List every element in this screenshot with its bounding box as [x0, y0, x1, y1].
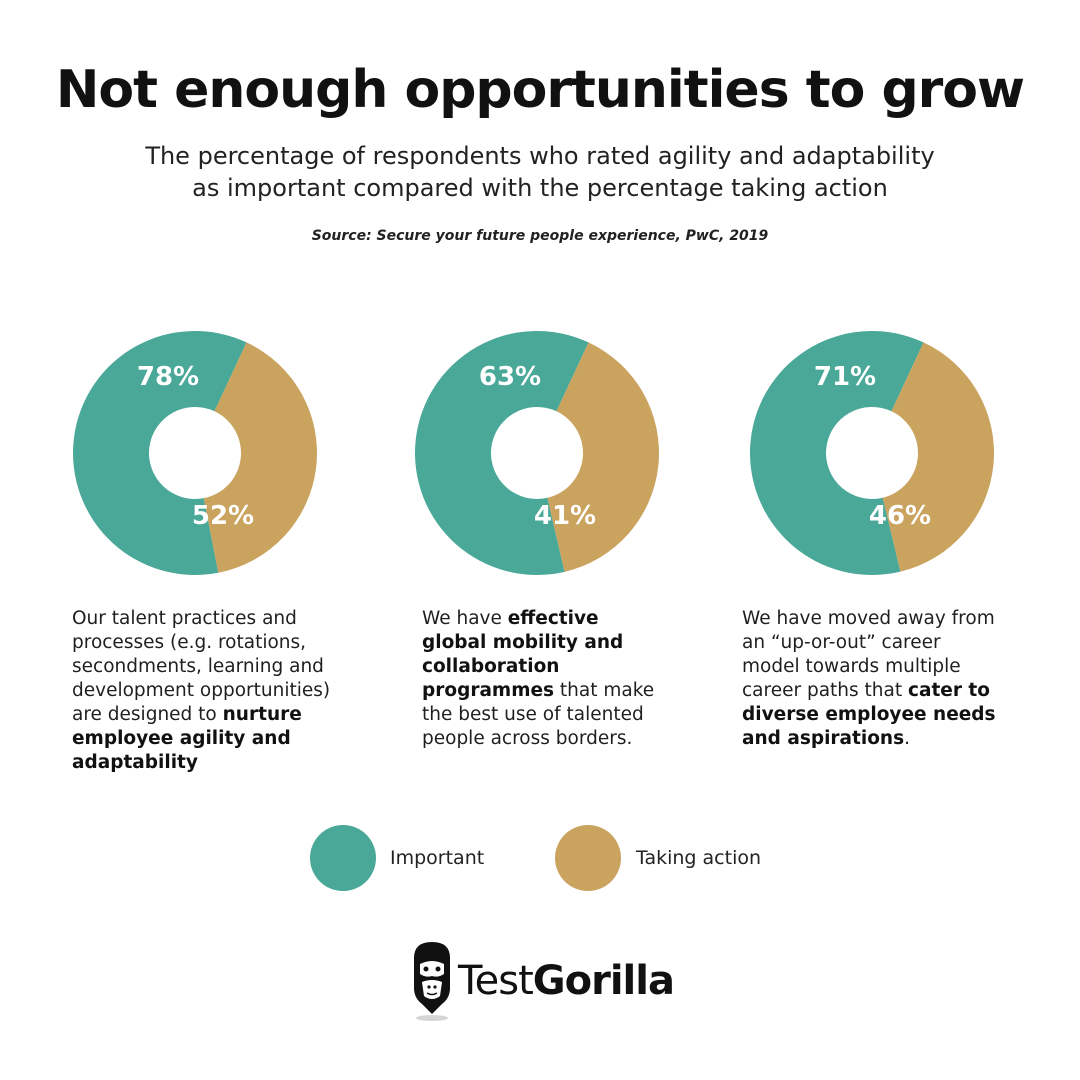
subtitle-line-1: The percentage of respondents who rated …: [145, 142, 935, 170]
legend-swatch-taking-action: [555, 825, 621, 891]
subtitle-line-2: as important compared with the percentag…: [192, 174, 888, 202]
donut-1-label-important: 78%: [137, 362, 199, 392]
description-2-tail: that make the best use of talented peopl…: [422, 680, 655, 749]
description-1-highlight: nurture employee agility and adaptabilit…: [72, 704, 302, 773]
testgorilla-logo: TestGorilla: [410, 940, 680, 1024]
logo-wordmark: TestGorilla: [458, 958, 675, 1004]
donut-2-segment-important: [415, 331, 589, 575]
logo-word-gorilla: Gorilla: [532, 958, 675, 1004]
chart-title: Not enough opportunities to grow: [55, 60, 1025, 120]
donut-1-label-taking-action: 52%: [192, 501, 254, 531]
description-3-text: We have moved away from an “up-or-out” c…: [742, 608, 995, 701]
logo-word-test: Test: [458, 958, 534, 1004]
chart-subtitle: The percentage of respondents who rated …: [120, 140, 960, 204]
legend-label-important: Important: [390, 847, 485, 869]
donut-1-segment-taking-action: [203, 342, 317, 573]
description-2-highlight: effective global mobility and collaborat…: [422, 608, 624, 701]
donut-chart-3: 71% 46%: [750, 331, 994, 575]
donut-chart-2: 63% 41%: [415, 331, 659, 575]
source-note: Source: Secure your future people experi…: [311, 228, 769, 244]
donut-2-label-important: 63%: [479, 362, 541, 392]
description-2: We have effective global mobility and co…: [422, 607, 662, 751]
description-1: Our talent practices and processes (e.g.…: [72, 607, 342, 775]
donut-2-segment-taking-action: [547, 342, 659, 572]
donut-1-segment-important: [73, 331, 247, 575]
donut-3-segment-important: [750, 331, 924, 575]
donut-2-label-taking-action: 41%: [534, 501, 596, 531]
description-3: We have moved away from an “up-or-out” c…: [742, 607, 1002, 751]
donut-chart-1: 78% 52%: [73, 331, 317, 575]
donut-3-label-taking-action: 46%: [869, 501, 931, 531]
gorilla-icon: [414, 942, 450, 1021]
description-3-tail: .: [904, 728, 910, 749]
legend-swatch-important: [310, 825, 376, 891]
description-3-highlight: cater to diverse employee needs and aspi…: [742, 680, 996, 749]
donut-3-label-important: 71%: [814, 362, 876, 392]
donut-3-segment-taking-action: [882, 342, 994, 572]
legend-label-taking-action: Taking action: [636, 847, 762, 869]
description-1-text: Our talent practices and processes (e.g.…: [72, 608, 331, 725]
description-2-text: We have: [422, 608, 508, 629]
